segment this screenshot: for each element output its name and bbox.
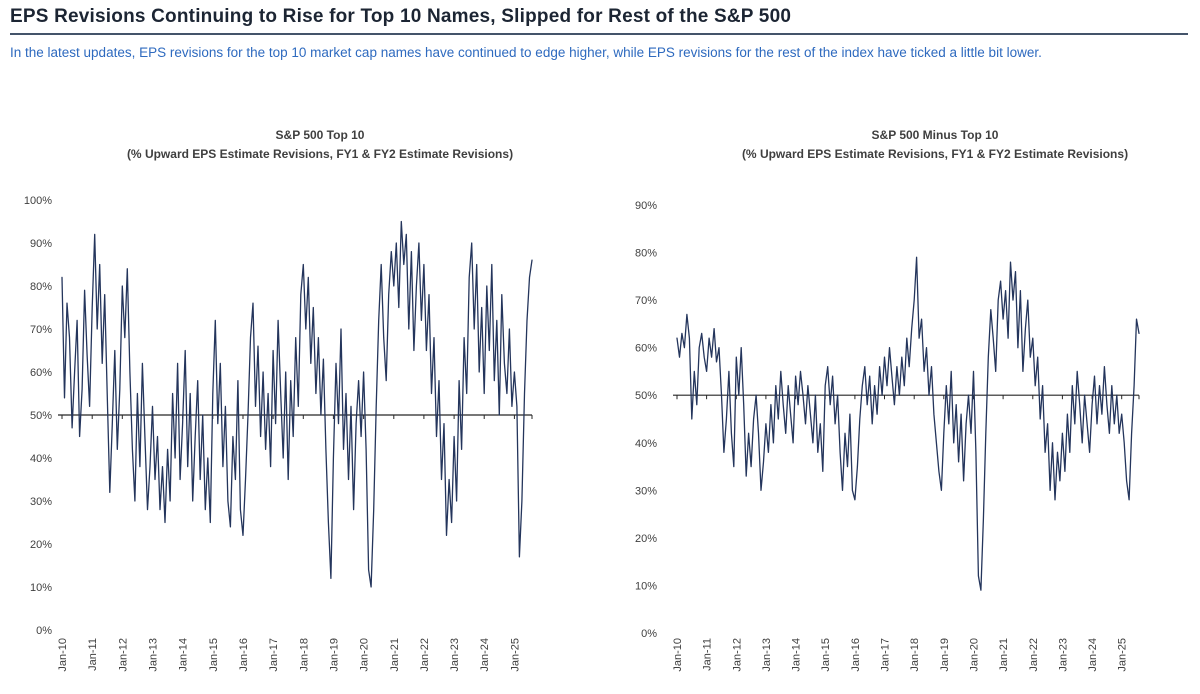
svg-text:Jan-19: Jan-19 xyxy=(328,638,340,672)
chart-sp500-top10: S&P 500 Top 10 (% Upward EPS Estimate Re… xyxy=(0,116,585,694)
svg-text:Jan-25: Jan-25 xyxy=(1117,638,1129,672)
svg-text:70%: 70% xyxy=(635,295,657,307)
svg-text:Jan-25: Jan-25 xyxy=(509,638,521,672)
svg-text:Jan-15: Jan-15 xyxy=(820,638,832,672)
svg-text:Jan-21: Jan-21 xyxy=(998,638,1010,672)
report-header: EPS Revisions Continuing to Rise for Top… xyxy=(10,6,1190,64)
svg-text:80%: 80% xyxy=(635,248,657,260)
svg-text:Jan-19: Jan-19 xyxy=(939,638,951,672)
svg-text:Jan-22: Jan-22 xyxy=(419,638,431,672)
svg-text:30%: 30% xyxy=(30,496,52,508)
svg-text:80%: 80% xyxy=(30,281,52,293)
svg-text:70%: 70% xyxy=(30,324,52,336)
svg-text:Jan-24: Jan-24 xyxy=(479,638,491,672)
line-plot-top10: 0% 10% 20% 30% 40% 50% 60% 70% 80% 90% 100% Jan-10 J… xyxy=(0,186,585,691)
svg-text:50%: 50% xyxy=(635,390,657,402)
svg-text:Jan-22: Jan-22 xyxy=(1028,638,1040,672)
svg-text:20%: 20% xyxy=(635,533,657,545)
svg-text:50%: 50% xyxy=(30,410,52,422)
page-subtitle: In the latest updates, EPS revisions for… xyxy=(10,45,1042,60)
svg-text:90%: 90% xyxy=(635,200,657,212)
svg-text:Jan-10: Jan-10 xyxy=(57,638,69,672)
svg-text:Jan-11: Jan-11 xyxy=(702,638,714,671)
svg-text:Jan-23: Jan-23 xyxy=(1057,638,1069,672)
svg-text:0%: 0% xyxy=(641,628,657,640)
chart-caption: S&P 500 Minus Top 10 (% Upward EPS Estim… xyxy=(735,126,1135,164)
svg-text:Jan-18: Jan-18 xyxy=(298,638,310,672)
svg-text:Jan-13: Jan-13 xyxy=(761,638,773,672)
svg-text:10%: 10% xyxy=(30,582,52,594)
svg-text:Jan-20: Jan-20 xyxy=(359,638,371,672)
chart-sp500-minus-top10: S&P 500 Minus Top 10 (% Upward EPS Estim… xyxy=(615,116,1200,694)
svg-text:100%: 100% xyxy=(24,195,52,207)
svg-text:Jan-24: Jan-24 xyxy=(1087,638,1099,672)
svg-text:60%: 60% xyxy=(635,343,657,355)
svg-text:Jan-20: Jan-20 xyxy=(969,638,981,672)
svg-text:Jan-10: Jan-10 xyxy=(672,638,684,672)
svg-text:20%: 20% xyxy=(30,539,52,551)
svg-text:Jan-14: Jan-14 xyxy=(791,638,803,672)
svg-text:Jan-16: Jan-16 xyxy=(850,638,862,672)
svg-text:60%: 60% xyxy=(30,367,52,379)
svg-text:Jan-15: Jan-15 xyxy=(208,638,220,672)
svg-text:Jan-14: Jan-14 xyxy=(178,638,190,672)
svg-text:40%: 40% xyxy=(30,453,52,465)
svg-text:Jan-18: Jan-18 xyxy=(909,638,921,672)
svg-text:0%: 0% xyxy=(36,625,52,637)
svg-text:Jan-16: Jan-16 xyxy=(238,638,250,672)
svg-text:90%: 90% xyxy=(30,238,52,250)
charts-row: S&P 500 Top 10 (% Upward EPS Estimate Re… xyxy=(0,116,1200,694)
svg-text:Jan-21: Jan-21 xyxy=(389,638,401,672)
chart-subtitle: (% Upward EPS Estimate Revisions, FY1 & … xyxy=(741,146,1129,161)
chart-title: S&P 500 Top 10 xyxy=(275,128,365,142)
chart-subtitle: (% Upward EPS Estimate Revisions, FY1 & … xyxy=(126,146,514,161)
page-title: EPS Revisions Continuing to Rise for Top… xyxy=(10,6,792,27)
svg-text:Jan-17: Jan-17 xyxy=(268,638,280,672)
svg-text:40%: 40% xyxy=(635,438,657,450)
chart-caption: S&P 500 Top 10 (% Upward EPS Estimate Re… xyxy=(120,126,520,164)
svg-text:Jan-11: Jan-11 xyxy=(87,638,99,671)
chart-title: S&P 500 Minus Top 10 xyxy=(871,128,999,142)
svg-text:Jan-17: Jan-17 xyxy=(880,638,892,672)
svg-text:30%: 30% xyxy=(635,485,657,497)
svg-text:Jan-12: Jan-12 xyxy=(117,638,129,672)
svg-text:10%: 10% xyxy=(635,580,657,592)
title-divider xyxy=(10,33,1188,35)
svg-text:Jan-23: Jan-23 xyxy=(449,638,461,672)
svg-text:Jan-13: Jan-13 xyxy=(148,638,160,672)
svg-text:Jan-12: Jan-12 xyxy=(731,638,743,672)
line-plot-minus-top10: 0% 10% 20% 30% 40% 50% 60% 70% 80% 90% Jan-10 Jan-1… xyxy=(615,186,1200,691)
